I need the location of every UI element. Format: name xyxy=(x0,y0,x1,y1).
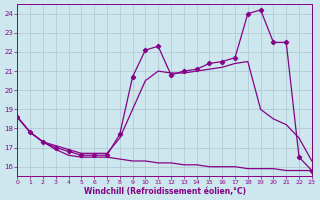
X-axis label: Windchill (Refroidissement éolien,°C): Windchill (Refroidissement éolien,°C) xyxy=(84,187,245,196)
